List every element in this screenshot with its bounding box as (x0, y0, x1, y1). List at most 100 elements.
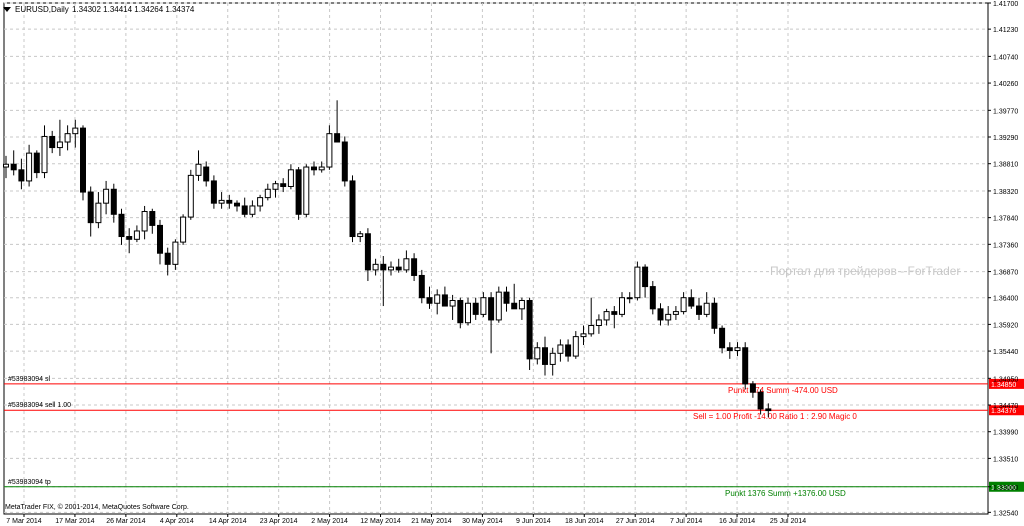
x-axis: 7 Mar 2014 17 Mar 2014 26 Mar 2014 4 Apr 20… (6, 514, 806, 525)
ohlc-label: 1.34302 1.34414 1.34264 1.34374 (72, 5, 195, 14)
triangle-down-icon[interactable] (3, 7, 11, 12)
candle-body-bull (287, 169, 294, 187)
candle (719, 325, 726, 354)
candle-body-bear (126, 236, 133, 240)
candle-body-bear (280, 183, 287, 187)
candle (457, 297, 464, 329)
candle-body-bear (457, 299, 464, 324)
candle-body-bull (434, 294, 441, 304)
candle-body-bear (380, 263, 387, 271)
candle-body-bear (341, 141, 348, 182)
candle (488, 292, 495, 354)
candle (526, 297, 533, 370)
candle-body-bull (172, 241, 179, 265)
x-tick-label: 7 Mar 2014 (6, 518, 42, 525)
candle-body-bull (264, 188, 271, 199)
candle (595, 314, 602, 334)
candle (511, 283, 518, 310)
candle-body-bear (611, 311, 618, 315)
x-tick-label: 4 Apr 2014 (160, 518, 194, 525)
candle-body-bear (503, 291, 510, 304)
candle (257, 194, 264, 212)
candle (118, 208, 125, 245)
candle (64, 125, 71, 151)
candle-body-bear (526, 299, 533, 360)
candle-body-bear (441, 294, 448, 307)
candle-body-bull (357, 233, 364, 238)
candle-body-bull (518, 299, 525, 310)
candle-body-bull (133, 230, 140, 240)
candle (110, 183, 117, 223)
candle-body-bear (364, 233, 371, 271)
candle-body-bear (765, 408, 772, 412)
y-tick-label: 1.33990 (993, 430, 1018, 437)
y-tick-label: 1.39290 (993, 135, 1018, 142)
candle (56, 119, 63, 156)
candle (95, 192, 102, 229)
y-tick-label: 1.32540 (993, 510, 1018, 517)
candle-body-bull (495, 291, 502, 321)
x-tick-label: 26 Mar 2014 (106, 518, 145, 525)
candle-body-bear (719, 327, 726, 349)
candle-body-bull (218, 199, 225, 204)
candle-body-bear (565, 344, 572, 357)
y-tick-label: 1.41230 (993, 27, 1018, 34)
candle (742, 342, 749, 390)
candle (280, 178, 287, 193)
candle-body-bear (426, 297, 433, 304)
candle (372, 258, 379, 276)
candle (164, 247, 171, 276)
candle (734, 342, 741, 357)
candle (33, 150, 40, 179)
x-tick-label: 16 Jul 2014 (719, 518, 755, 525)
candle-body-bull (480, 297, 487, 315)
candle (241, 197, 248, 218)
x-tick-label: 30 May 2014 (462, 518, 503, 525)
candle-body-bear (87, 191, 94, 224)
candle (418, 269, 425, 304)
candle-body-bull (603, 311, 610, 321)
candle-body-bull (465, 302, 471, 324)
candle (449, 294, 456, 320)
y-tick-label: 1.38320 (993, 189, 1018, 196)
y-tick-label: 1.37360 (993, 242, 1018, 249)
candle-body-bear (18, 169, 25, 182)
candle (357, 230, 364, 243)
candle-body-bull (665, 313, 672, 321)
candle-body-bull (626, 297, 633, 300)
y-tick-label: 1.41700 (993, 1, 1018, 8)
candle-body-bear (226, 199, 233, 204)
candle (411, 253, 418, 282)
candle (380, 255, 387, 307)
trade-line-label: #53983094 sell 1.00 (8, 402, 71, 409)
candle (141, 205, 148, 240)
candle-body-bull (272, 183, 279, 190)
y-tick-label: 1.35440 (993, 349, 1018, 356)
candle (572, 331, 579, 359)
candle (426, 286, 433, 309)
trade-lines: #53983094 sl 1.34850 Punkt 474 Summ -474.0… (4, 376, 1024, 498)
candle (180, 214, 187, 245)
candle-body-bear (118, 213, 125, 238)
x-tick-label: 18 Jun 2014 (565, 518, 604, 525)
candle (634, 261, 641, 301)
candle-body-bull (180, 216, 187, 243)
candle (226, 194, 233, 209)
candle-body-bear (757, 391, 764, 410)
y-tick-label: 1.39770 (993, 108, 1018, 115)
y-tick-label: 1.33510 (993, 456, 1018, 463)
y-tick-label: 1.37840 (993, 216, 1018, 223)
x-tick-label: 14 Apr 2014 (209, 518, 247, 525)
candle (295, 167, 302, 220)
candle (696, 297, 702, 320)
candle-body-bull (680, 297, 687, 313)
x-tick-label: 27 Jun 2014 (616, 518, 655, 525)
candle (395, 258, 402, 273)
candle-body-bull (303, 166, 310, 215)
candle (311, 161, 317, 176)
candle-body-bull (388, 266, 394, 271)
x-tick-label: 17 Mar 2014 (55, 518, 94, 525)
candle (549, 347, 556, 376)
candle (303, 164, 310, 218)
